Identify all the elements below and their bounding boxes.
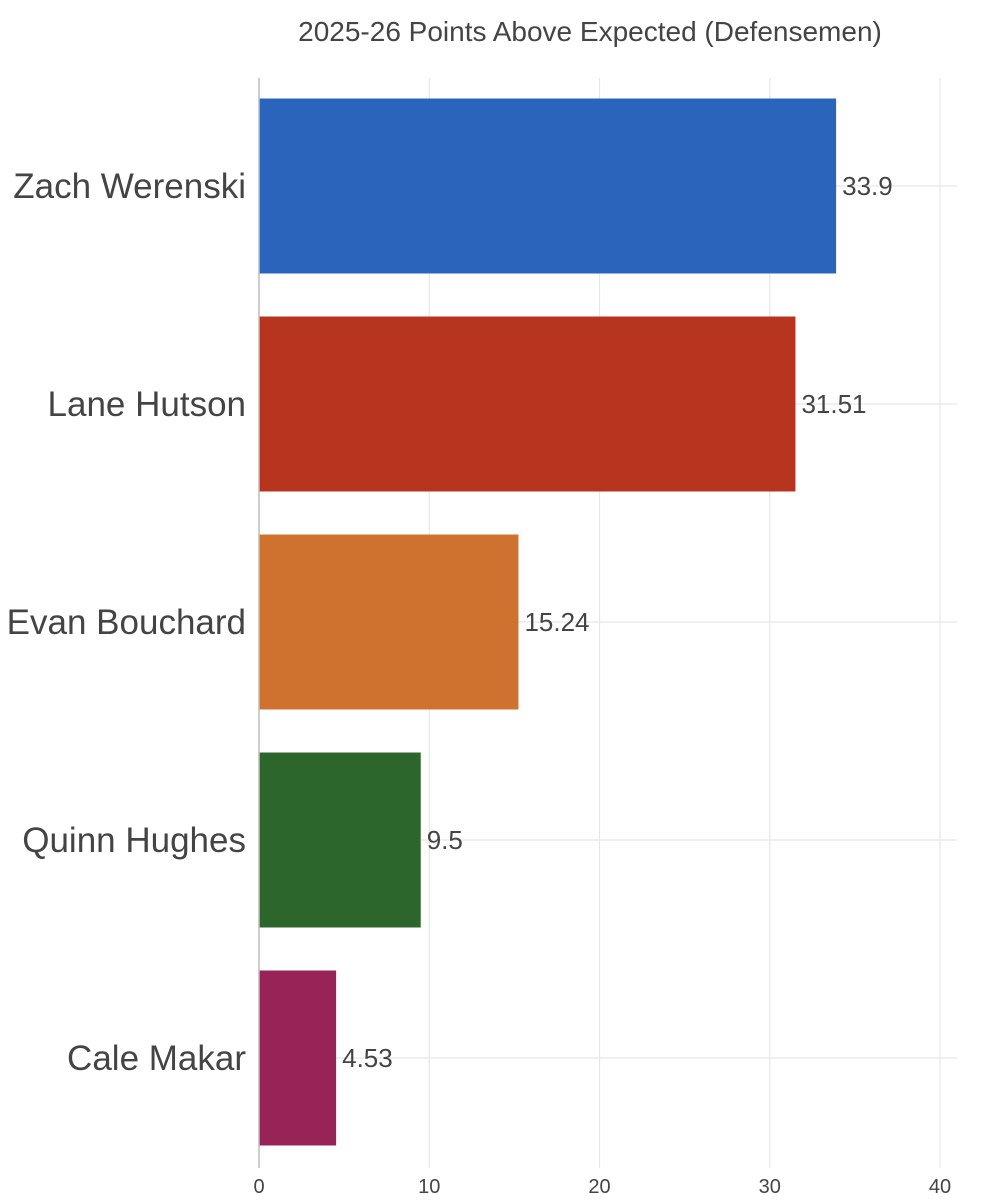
category-label-lane-hutson: Lane Hutson	[48, 385, 246, 424]
axes: 0 10 20 30 40	[253, 78, 951, 1198]
chart-title: 2025-26 Points Above Expected (Defenseme…	[298, 16, 882, 47]
value-label-cale-makar: 4.53	[342, 1043, 393, 1073]
value-label-evan-bouchard: 15.24	[524, 607, 589, 637]
bar-evan-bouchard[interactable]	[259, 534, 519, 710]
category-label-quinn-hughes: Quinn Hughes	[22, 821, 246, 860]
value-label-zach-werenski: 33.9	[842, 171, 893, 201]
bar-cale-makar[interactable]	[259, 970, 337, 1146]
category-label-cale-makar: Cale Makar	[67, 1039, 246, 1078]
bar-zach-werenski[interactable]	[259, 98, 837, 274]
x-tick-label-40: 40	[929, 1176, 951, 1198]
bars	[259, 98, 837, 1146]
value-label-quinn-hughes: 9.5	[427, 825, 463, 855]
bar-quinn-hughes[interactable]	[259, 752, 421, 928]
category-label-zach-werenski: Zach Werenski	[13, 167, 246, 206]
x-tick-label-30: 30	[759, 1176, 781, 1198]
labels: Zach Werenski 33.9 Lane Hutson 31.51 Evan Bo…	[7, 167, 893, 1078]
bar-lane-hutson[interactable]	[259, 316, 796, 492]
x-tick-label-0: 0	[253, 1176, 264, 1198]
x-tick-label-10: 10	[418, 1176, 440, 1198]
category-label-evan-bouchard: Evan Bouchard	[7, 603, 246, 642]
x-tick-label-20: 20	[588, 1176, 610, 1198]
value-label-lane-hutson: 31.51	[801, 389, 866, 419]
